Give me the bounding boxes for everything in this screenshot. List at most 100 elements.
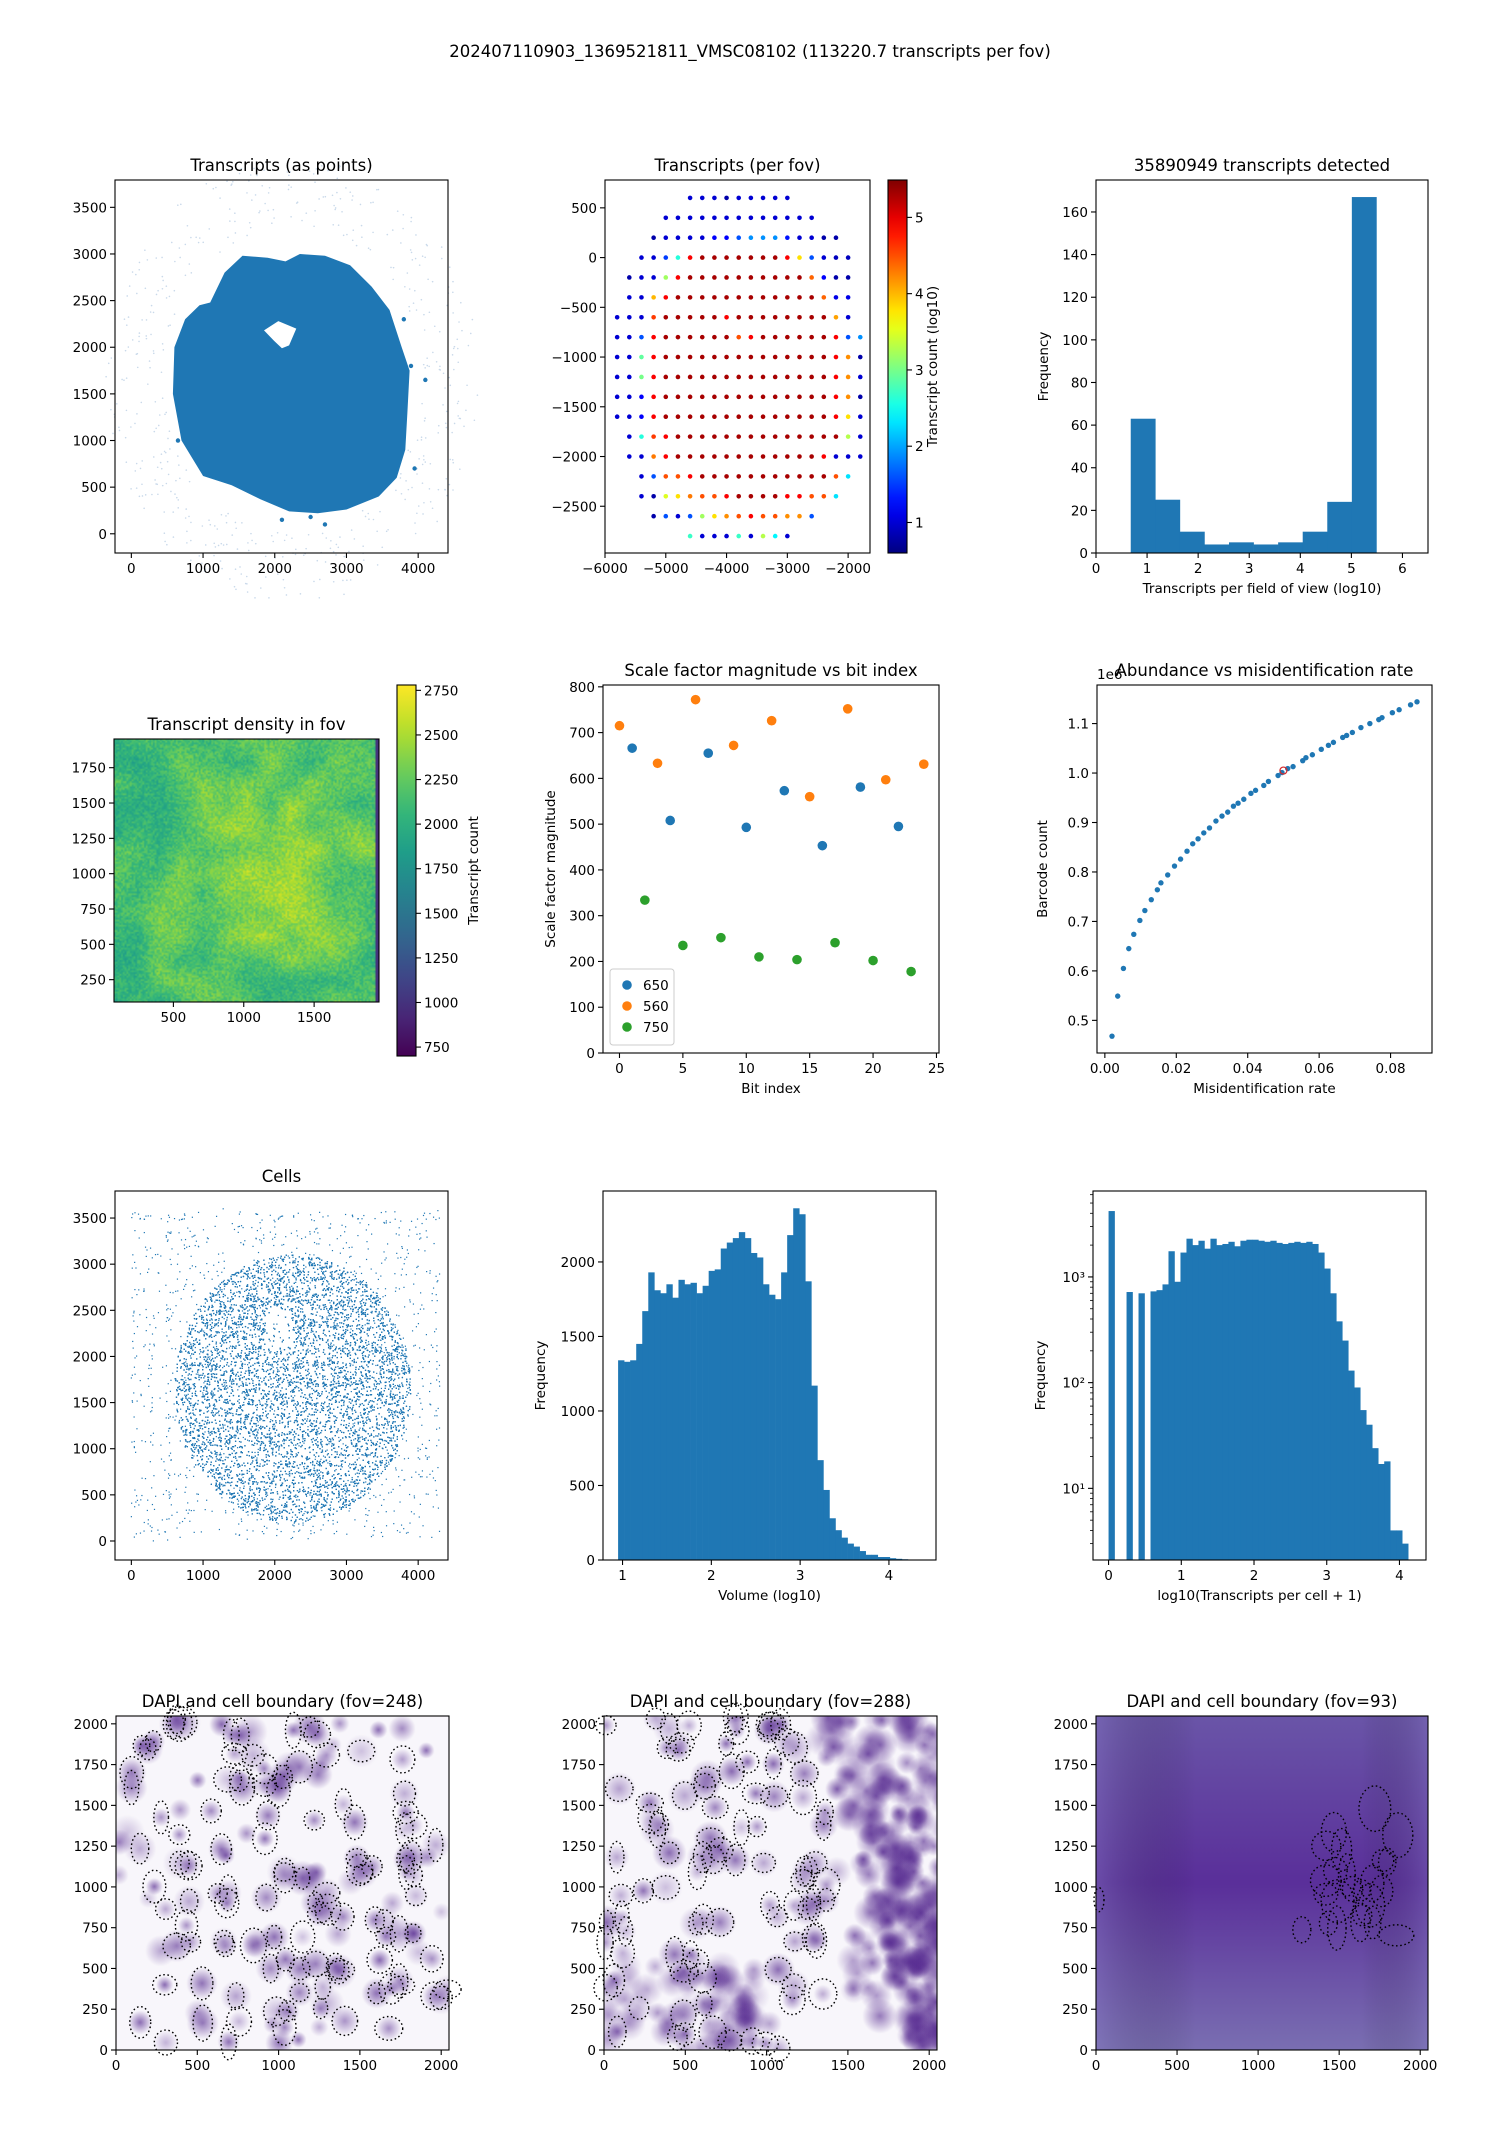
- histogram-bar: [720, 1248, 728, 1560]
- histogram-bar: [648, 1272, 655, 1560]
- faint-transcript-point: [179, 256, 181, 259]
- fov-point: [687, 494, 693, 499]
- fov-point: [675, 454, 681, 459]
- histogram-bar: [624, 1361, 631, 1560]
- fov-point: [845, 454, 851, 459]
- fov-point: [724, 414, 729, 420]
- y-tick-label: 750: [1062, 1921, 1088, 1937]
- fov-point: [651, 275, 656, 280]
- fov-point: [724, 354, 729, 360]
- faint-transcript-point: [204, 568, 207, 571]
- faint-transcript-point: [131, 339, 134, 341]
- cell-boundary: [733, 1808, 750, 1846]
- faint-transcript-point: [115, 403, 118, 405]
- scale-point-560: [690, 694, 701, 705]
- faint-transcript-point: [178, 464, 180, 466]
- fov-point: [724, 195, 729, 201]
- y-tick-label: 0: [99, 2043, 108, 2059]
- histogram-bar: [1294, 1241, 1301, 1560]
- fov-point: [821, 255, 827, 260]
- scale-point-560: [614, 720, 625, 731]
- cell-boundary: [1377, 1847, 1397, 1876]
- faint-transcript-point: [135, 462, 138, 465]
- cell-boundary: [404, 1923, 422, 1944]
- scale-point-750: [792, 954, 802, 965]
- faint-transcript-point: [162, 279, 164, 282]
- faint-transcript-point: [222, 544, 225, 546]
- faint-transcript-point: [337, 546, 340, 549]
- fov-point: [785, 255, 790, 260]
- faint-transcript-point: [246, 234, 248, 237]
- fov-point: [748, 374, 754, 380]
- cell-boundary: [758, 1711, 787, 1741]
- fov-point: [748, 434, 754, 439]
- histogram-bar: [1234, 1246, 1241, 1560]
- faint-transcript-point: [160, 467, 163, 470]
- faint-transcript-point: [246, 583, 248, 585]
- scale-point-650: [741, 822, 752, 833]
- fov-point: [833, 454, 839, 459]
- faint-transcript-point: [167, 473, 170, 476]
- abundance-point: [1290, 763, 1296, 770]
- fov-point: [675, 295, 681, 300]
- cell-boundary: [1337, 1853, 1356, 1898]
- faint-transcript-point: [151, 493, 153, 496]
- faint-transcript-point: [334, 208, 336, 211]
- fov-point: [748, 513, 754, 519]
- x-tick-label: −3000: [765, 561, 811, 577]
- faint-transcript-point: [160, 453, 163, 455]
- y-tick-label: 10³: [1062, 1270, 1085, 1286]
- faint-transcript-point: [245, 575, 248, 578]
- fov-point: [687, 354, 693, 360]
- cell-boundary: [658, 1841, 680, 1865]
- fov-point: [821, 354, 827, 360]
- faint-transcript-point: [448, 483, 451, 486]
- colorbar-tick-label: 1250: [424, 951, 458, 967]
- cell-boundary: [392, 1780, 417, 1807]
- faint-transcript-point: [263, 169, 265, 172]
- fov-point: [736, 295, 742, 300]
- abundance-point: [1358, 724, 1364, 731]
- cell-boundary: [129, 2005, 152, 2039]
- cell-boundary: [429, 1985, 454, 2010]
- histogram-bar: [1216, 1245, 1223, 1560]
- fov-point: [639, 295, 644, 300]
- fov-point: [675, 374, 681, 380]
- cell-boundary: [635, 1792, 664, 1813]
- abundance-point: [1142, 907, 1148, 914]
- faint-transcript-point: [416, 512, 418, 515]
- fov-point: [699, 334, 705, 340]
- faint-transcript-point: [163, 511, 166, 513]
- faint-transcript-point: [431, 507, 434, 510]
- faint-transcript-point: [134, 422, 136, 425]
- cell-boundary: [687, 1962, 717, 1994]
- abundance-point: [1275, 772, 1281, 779]
- fov-point: [639, 334, 644, 340]
- cell-boundary: [608, 1840, 625, 1874]
- cell-boundary: [1320, 1811, 1348, 1853]
- faint-transcript-point: [452, 489, 454, 491]
- faint-transcript-point: [201, 562, 203, 565]
- faint-transcript-point: [195, 563, 198, 566]
- transcript-point-cluster: [401, 317, 407, 322]
- faint-transcript-point: [180, 203, 182, 206]
- fov-point: [712, 533, 717, 539]
- panel-title: DAPI and cell boundary (fov=288): [630, 1692, 911, 1711]
- cell-boundary: [1358, 1785, 1392, 1833]
- faint-transcript-point: [435, 360, 438, 363]
- cell-boundary: [594, 1715, 617, 1736]
- fov-point: [833, 434, 839, 439]
- cell-boundary: [312, 1997, 329, 2020]
- dapi-image: [116, 1716, 449, 2050]
- cell-boundary: [789, 1760, 819, 1787]
- cell-boundary: [213, 1766, 243, 1793]
- cell-boundary: [767, 2035, 791, 2062]
- faint-transcript-point: [444, 387, 446, 389]
- cell-boundary: [180, 1931, 202, 1953]
- faint-transcript-point: [157, 424, 160, 427]
- fov-point: [772, 434, 778, 439]
- colorbar-tick-label: 1: [915, 515, 924, 531]
- fov-point: [857, 454, 863, 459]
- fov-point: [736, 235, 742, 240]
- abundance-point: [1225, 809, 1231, 815]
